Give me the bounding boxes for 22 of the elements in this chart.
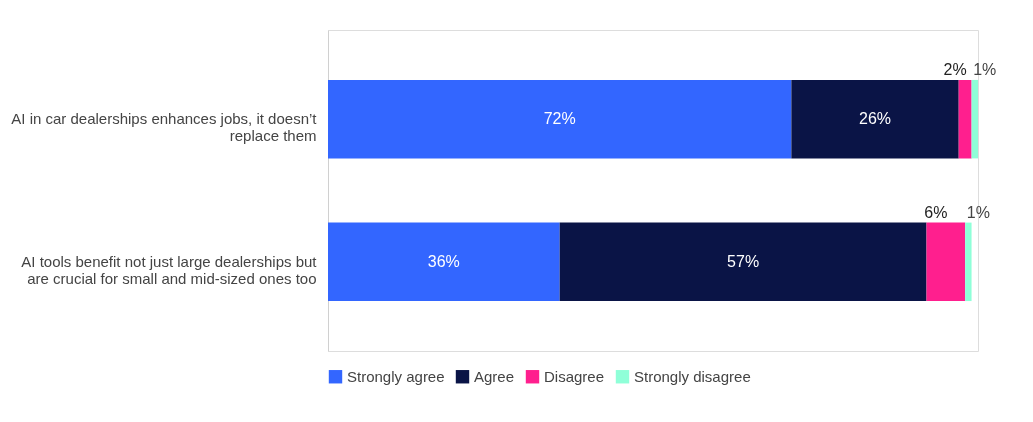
y-tick-label: AI in car dealerships enhances jobs, it doesn’t replace them	[11, 110, 318, 145]
legend-label: Agree	[474, 367, 515, 385]
bar	[926, 222, 966, 302]
legend-label: Strongly agree	[347, 367, 445, 385]
data-label: 6%	[924, 203, 948, 221]
data-label: 72%	[543, 110, 576, 128]
data-label: 36%	[427, 252, 460, 270]
data-label: 57%	[727, 252, 760, 270]
data-label: 1%	[966, 203, 990, 221]
data-label: 1%	[973, 61, 997, 79]
bar	[328, 79, 792, 159]
bar	[791, 79, 959, 159]
legend-label: Strongly disagree	[634, 367, 751, 385]
data-label: 2%	[943, 61, 967, 79]
bar	[971, 79, 978, 159]
y-tick-label: AI tools benefit not just large dealerships but are crucial for small and mid-sized ones too	[21, 252, 318, 287]
bar	[328, 222, 560, 302]
bar	[965, 222, 972, 302]
data-label: 26%	[859, 110, 892, 128]
legend-label: Disagree	[544, 367, 605, 385]
bar	[559, 222, 927, 302]
bar	[958, 79, 972, 159]
